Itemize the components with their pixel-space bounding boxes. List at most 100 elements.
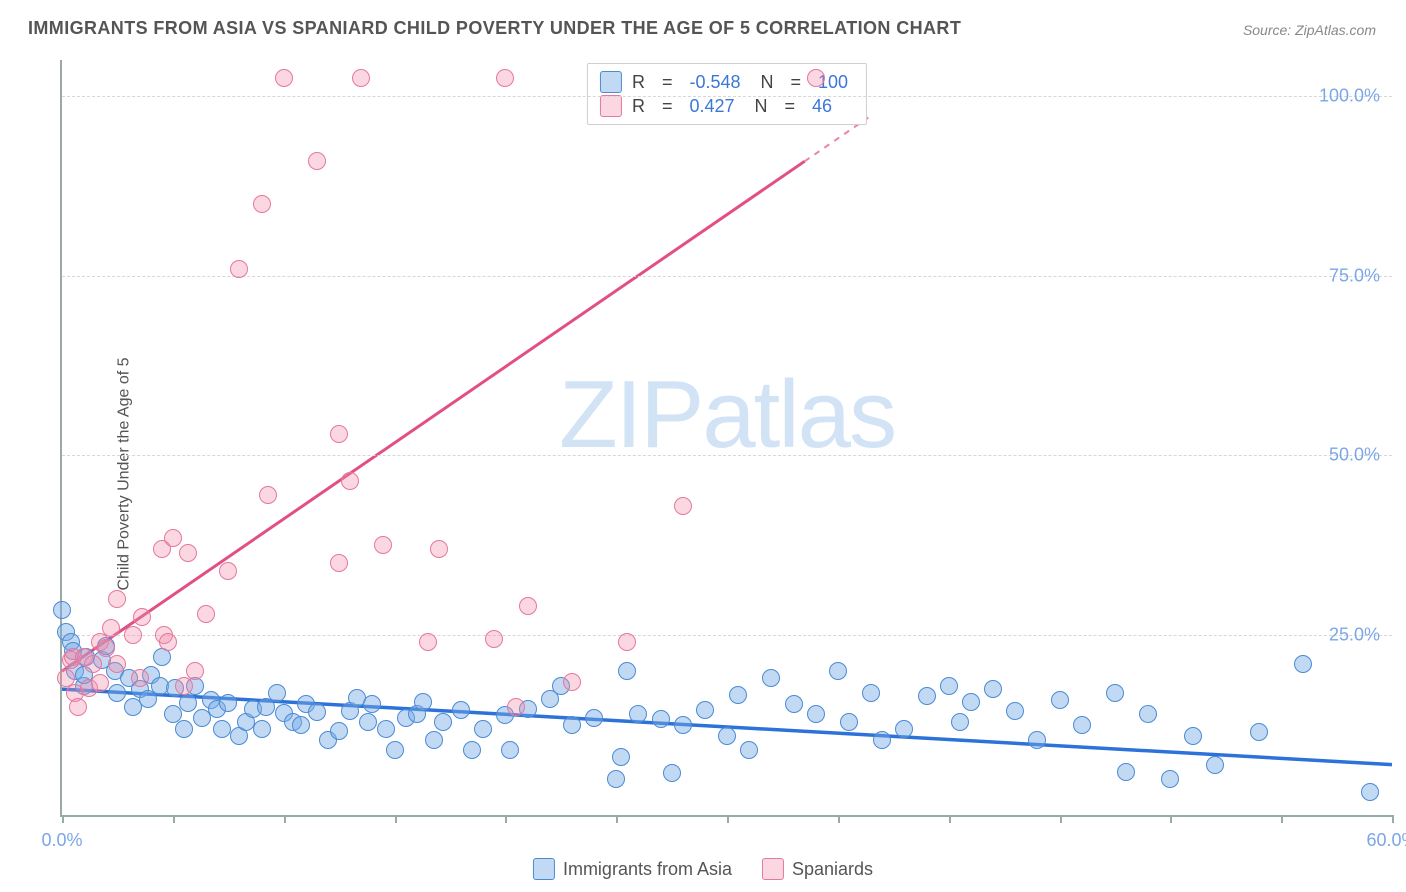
point-blue (740, 741, 758, 759)
x-tick-mark (1392, 815, 1394, 823)
point-pink (341, 472, 359, 490)
point-blue (785, 695, 803, 713)
point-pink (496, 69, 514, 87)
point-blue (425, 731, 443, 749)
point-blue (1006, 702, 1024, 720)
x-tick-mark (838, 815, 840, 823)
y-tick-label: 25.0% (1329, 625, 1380, 646)
point-blue (829, 662, 847, 680)
point-blue (308, 703, 326, 721)
point-pink (563, 673, 581, 691)
point-blue (652, 710, 670, 728)
gridline (62, 96, 1392, 97)
point-pink (164, 529, 182, 547)
point-pink (91, 674, 109, 692)
point-blue (729, 686, 747, 704)
point-blue (1184, 727, 1202, 745)
point-blue (674, 716, 692, 734)
point-blue (962, 693, 980, 711)
point-pink (275, 69, 293, 87)
point-blue (253, 720, 271, 738)
point-pink (219, 562, 237, 580)
point-pink (108, 655, 126, 673)
n-label: N (755, 94, 768, 118)
legend-swatch-pink (762, 858, 784, 880)
point-pink (84, 655, 102, 673)
point-blue (363, 695, 381, 713)
x-tick-label: 60.0% (1366, 830, 1406, 851)
point-pink (519, 597, 537, 615)
x-tick-mark (173, 815, 175, 823)
point-blue (292, 716, 310, 734)
point-blue (895, 720, 913, 738)
point-blue (213, 720, 231, 738)
gridline (62, 455, 1392, 456)
point-pink (102, 619, 120, 637)
r-label: R (632, 94, 645, 118)
point-blue (414, 693, 432, 711)
point-blue (918, 687, 936, 705)
point-blue (1206, 756, 1224, 774)
point-pink (131, 669, 149, 687)
point-blue (1051, 691, 1069, 709)
legend-row-pink: R = 0.427 N = 46 (600, 94, 848, 118)
point-blue (386, 741, 404, 759)
point-blue (585, 709, 603, 727)
point-blue (1028, 731, 1046, 749)
point-pink (330, 554, 348, 572)
point-blue (501, 741, 519, 759)
x-tick-label: 0.0% (41, 830, 82, 851)
point-pink (308, 152, 326, 170)
trend-line (62, 161, 805, 671)
r-value-blue: -0.548 (689, 70, 740, 94)
gridline (62, 635, 1392, 636)
point-blue (618, 662, 636, 680)
legend-swatch-blue (533, 858, 555, 880)
point-pink (618, 633, 636, 651)
source-attribution: Source: ZipAtlas.com (1243, 22, 1376, 38)
legend-item-pink: Spaniards (762, 858, 873, 880)
point-pink (133, 608, 151, 626)
point-pink (507, 698, 525, 716)
point-pink (485, 630, 503, 648)
point-blue (629, 705, 647, 723)
point-blue (377, 720, 395, 738)
plot-area: ZIPatlas R = -0.548 N = 100 R = 0.427 N … (60, 60, 1392, 817)
point-pink (159, 633, 177, 651)
point-pink (807, 69, 825, 87)
point-pink (430, 540, 448, 558)
point-blue (840, 713, 858, 731)
point-pink (197, 605, 215, 623)
legend-label-blue: Immigrants from Asia (563, 859, 732, 880)
y-tick-label: 100.0% (1319, 85, 1380, 106)
point-pink (259, 486, 277, 504)
point-blue (463, 741, 481, 759)
point-blue (219, 694, 237, 712)
point-blue (612, 748, 630, 766)
x-tick-mark (284, 815, 286, 823)
legend-item-blue: Immigrants from Asia (533, 858, 732, 880)
point-pink (352, 69, 370, 87)
legend-label-pink: Spaniards (792, 859, 873, 880)
point-blue (1361, 783, 1379, 801)
point-blue (1294, 655, 1312, 673)
r-value-pink: 0.427 (689, 94, 734, 118)
legend-swatch-blue (600, 71, 622, 93)
series-legend: Immigrants from Asia Spaniards (533, 858, 873, 880)
point-blue (718, 727, 736, 745)
r-label: R (632, 70, 645, 94)
point-blue (175, 720, 193, 738)
x-tick-mark (616, 815, 618, 823)
point-pink (124, 626, 142, 644)
point-blue (873, 731, 891, 749)
point-pink (419, 633, 437, 651)
x-tick-mark (727, 815, 729, 823)
point-blue (696, 701, 714, 719)
point-blue (268, 684, 286, 702)
point-pink (674, 497, 692, 515)
point-pink (253, 195, 271, 213)
point-pink (230, 260, 248, 278)
y-tick-label: 75.0% (1329, 265, 1380, 286)
point-blue (1073, 716, 1091, 734)
x-tick-mark (1170, 815, 1172, 823)
